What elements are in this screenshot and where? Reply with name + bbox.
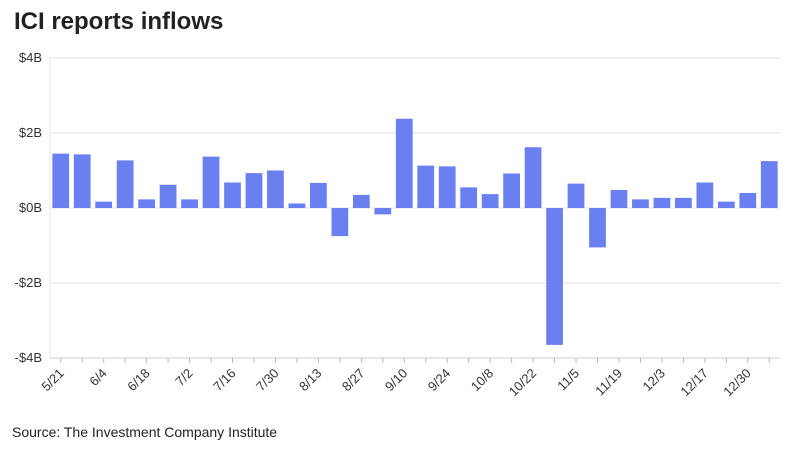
bar	[181, 199, 198, 208]
y-tick-label: $2B	[19, 125, 42, 140]
x-tick-label: 9/10	[382, 366, 411, 395]
bar	[159, 184, 177, 208]
x-tick-label: 8/27	[339, 366, 368, 395]
y-tick-label: $0B	[19, 200, 42, 215]
bar	[546, 208, 563, 345]
bar	[481, 194, 499, 208]
bar	[438, 166, 456, 208]
bar	[395, 118, 413, 208]
x-tick-label: 12/17	[677, 366, 711, 400]
x-tick-label: 12/30	[720, 366, 754, 400]
bar	[52, 153, 70, 208]
bar	[632, 199, 649, 208]
x-tick-label: 6/18	[124, 366, 153, 395]
y-tick-label: $4B	[19, 50, 42, 65]
x-tick-label: 11/5	[554, 366, 582, 394]
bar	[331, 208, 349, 237]
bar	[760, 161, 778, 208]
bar	[717, 201, 735, 208]
bar	[503, 173, 520, 208]
bar	[739, 193, 757, 208]
x-tick-label: 7/30	[253, 366, 282, 395]
y-tick-label: -$4B	[15, 350, 42, 365]
y-axis: $4B $2B $0B -$2B -$4B	[15, 50, 42, 365]
source-note: Source: The Investment Company Institute	[12, 424, 278, 440]
x-tick-label: 6/4	[86, 366, 109, 389]
bar	[267, 170, 284, 208]
x-tick-label: 11/19	[592, 366, 625, 399]
bar	[202, 156, 220, 208]
x-axis: 5/21 6/4 6/18 7/2 7/16 7/30 8/13 8/27 9/10 9/24 10…	[38, 357, 780, 400]
bar	[95, 201, 113, 208]
bar	[696, 182, 714, 208]
x-tick-label: 10/22	[506, 366, 540, 400]
x-tick-label: 5/21	[38, 366, 67, 395]
bar	[138, 199, 155, 208]
bar	[417, 165, 435, 208]
x-tick-label: 8/13	[296, 366, 325, 395]
gridlines	[49, 57, 780, 359]
bar	[288, 203, 306, 208]
bar	[245, 173, 263, 208]
bar	[610, 190, 628, 208]
bar	[653, 197, 671, 208]
x-tick-label: 12/3	[640, 366, 669, 395]
bar	[73, 154, 91, 208]
chart-title: ICI reports inflows	[14, 8, 224, 35]
x-tick-label: 9/24	[425, 366, 454, 395]
bar	[116, 160, 134, 208]
bar	[374, 208, 392, 215]
bar	[675, 197, 692, 208]
bar	[310, 182, 327, 208]
bar	[352, 194, 370, 208]
bar	[460, 187, 478, 208]
bars	[52, 118, 778, 345]
bar	[567, 183, 585, 208]
bar	[589, 208, 606, 248]
x-tick-label: 7/2	[172, 366, 195, 389]
x-tick-label: 7/16	[210, 366, 239, 395]
y-tick-label: -$2B	[15, 275, 42, 290]
x-tick-label: 10/8	[468, 366, 497, 395]
bar	[524, 147, 542, 208]
bar	[224, 182, 241, 208]
